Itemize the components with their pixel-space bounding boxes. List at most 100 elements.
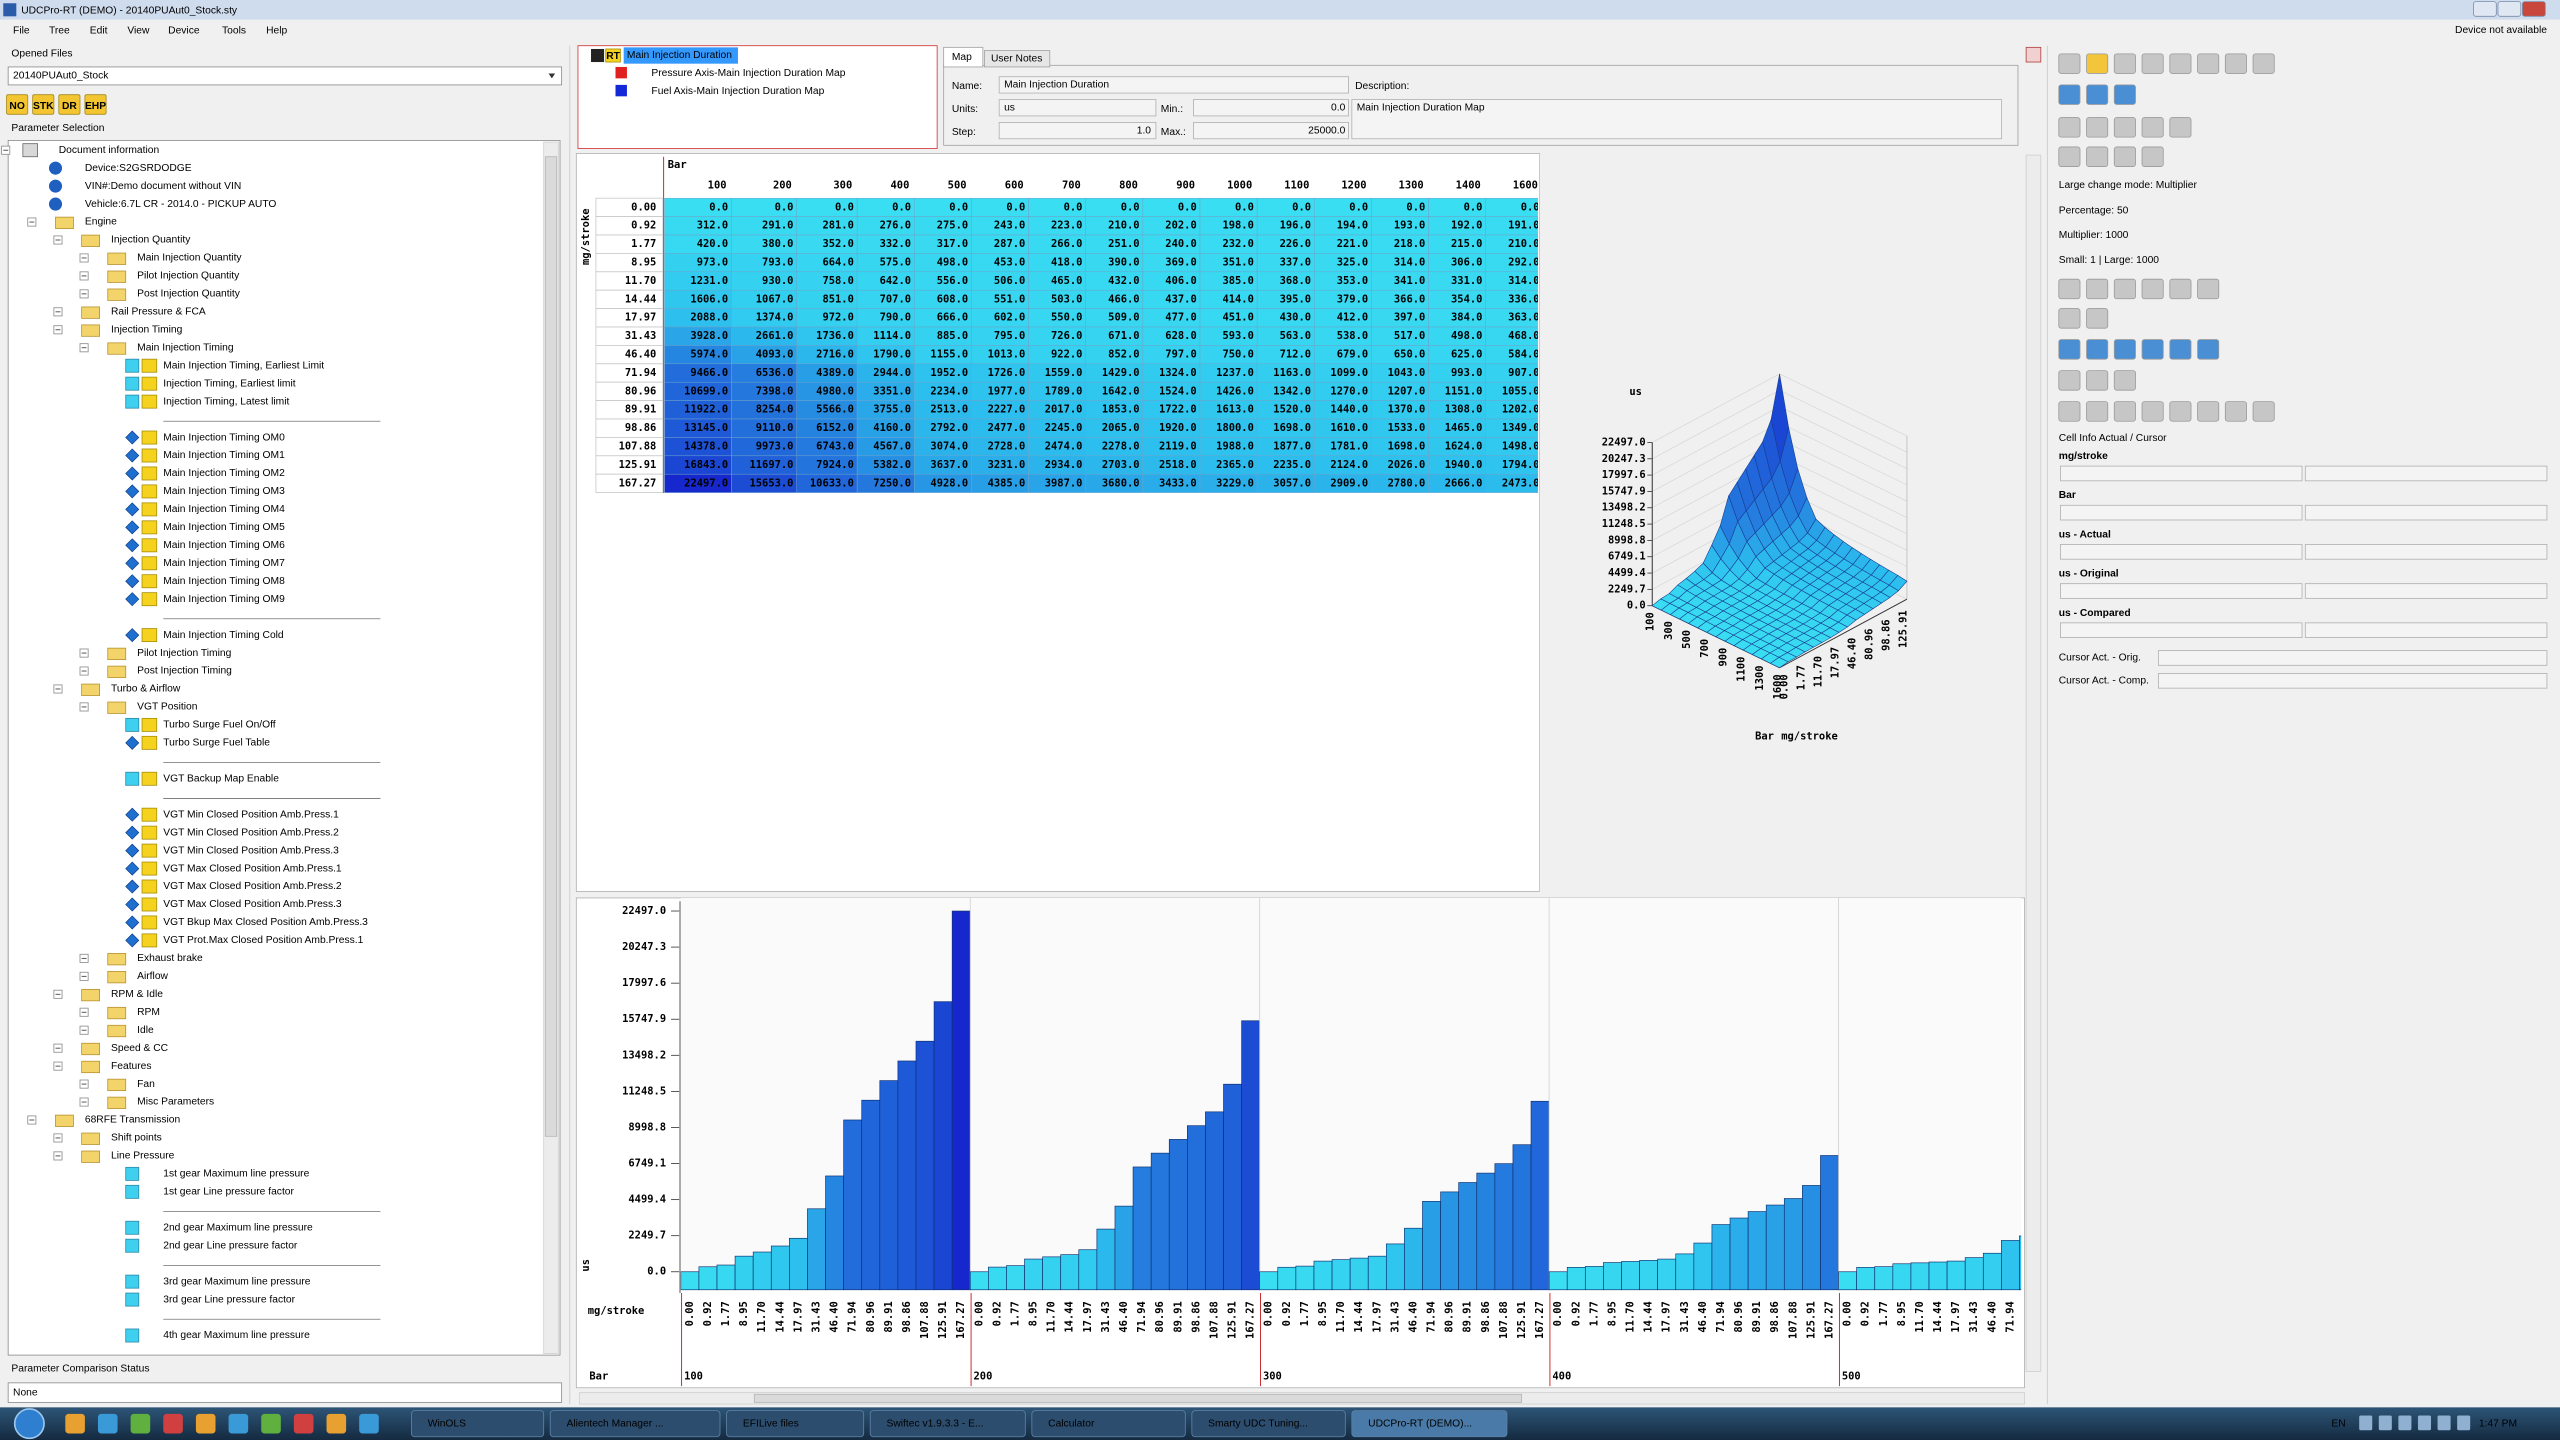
cell-value[interactable]: 0.0 bbox=[835, 201, 854, 213]
cell-value[interactable]: 1370.0 bbox=[1388, 404, 1426, 416]
cell-value[interactable]: 6536.0 bbox=[756, 367, 794, 379]
tree-item[interactable]: Turbo Surge Fuel On/Off bbox=[163, 720, 276, 731]
tree-item[interactable]: Document information bbox=[59, 145, 160, 156]
cell-value[interactable]: 503.0 bbox=[1051, 293, 1082, 305]
menu-item[interactable]: File bbox=[13, 26, 30, 37]
cell-value[interactable]: 2119.0 bbox=[1159, 441, 1197, 453]
cell-value[interactable]: 2944.0 bbox=[873, 367, 911, 379]
cell-value[interactable]: 251.0 bbox=[1108, 238, 1139, 250]
cell-value[interactable]: 2716.0 bbox=[816, 349, 854, 361]
tree-item[interactable]: Speed & CC bbox=[111, 1043, 169, 1054]
cell-value[interactable]: 0.0 bbox=[1178, 201, 1197, 213]
cell-value[interactable]: 930.0 bbox=[762, 275, 793, 287]
tab-label[interactable]: User Notes bbox=[991, 53, 1042, 64]
tree-item[interactable]: Main Injection Timing OM6 bbox=[163, 540, 285, 551]
tree-item[interactable]: Fan bbox=[137, 1079, 155, 1090]
cell-value[interactable]: 671.0 bbox=[1108, 330, 1139, 342]
cell-value[interactable]: 2473.0 bbox=[1502, 477, 1540, 489]
cell-value[interactable]: 291.0 bbox=[762, 220, 793, 232]
cell-value[interactable]: 332.0 bbox=[880, 238, 911, 250]
cell-value[interactable]: 3928.0 bbox=[690, 330, 728, 342]
tree-item[interactable]: 3rd gear Maximum line pressure bbox=[163, 1276, 310, 1287]
tree-item[interactable]: Injection Timing, Earliest limit bbox=[163, 378, 296, 389]
cell-value[interactable]: 758.0 bbox=[822, 275, 853, 287]
cell-value[interactable]: 354.0 bbox=[1451, 293, 1482, 305]
tree-item[interactable]: VIN#:Demo document without VIN bbox=[85, 181, 241, 192]
cell-value[interactable]: 1163.0 bbox=[1273, 367, 1311, 379]
tree-item[interactable]: Main Injection Timing, Earliest Limit bbox=[163, 360, 324, 371]
cell-value[interactable]: 3074.0 bbox=[930, 441, 968, 453]
cell-value[interactable]: 1781.0 bbox=[1330, 441, 1368, 453]
tree-item[interactable]: VGT Bkup Max Closed Position Amb.Press.3 bbox=[163, 917, 368, 928]
cell-value[interactable]: 556.0 bbox=[937, 275, 968, 287]
toolbar-button-label[interactable]: EHP bbox=[85, 101, 106, 112]
cell-value[interactable]: 465.0 bbox=[1051, 275, 1082, 287]
menu-item[interactable]: Help bbox=[266, 26, 287, 37]
cell-value[interactable]: 7250.0 bbox=[873, 477, 911, 489]
cell-value[interactable]: 1794.0 bbox=[1502, 459, 1540, 471]
tree-item[interactable]: VGT Prot.Max Closed Position Amb.Press.1 bbox=[163, 935, 363, 946]
tree-item[interactable]: 2nd gear Line pressure factor bbox=[163, 1240, 298, 1251]
cell-value[interactable]: 7924.0 bbox=[816, 459, 854, 471]
cell-value[interactable]: 477.0 bbox=[1165, 312, 1196, 324]
tree-item[interactable]: Engine bbox=[85, 217, 117, 228]
taskbar-item-label[interactable]: Smarty UDC Tuning... bbox=[1208, 1418, 1308, 1429]
cell-value[interactable]: 509.0 bbox=[1108, 312, 1139, 324]
cell-value[interactable]: 1559.0 bbox=[1045, 367, 1083, 379]
cell-value[interactable]: 498.0 bbox=[1451, 330, 1482, 342]
cell-value[interactable]: 1624.0 bbox=[1445, 441, 1483, 453]
taskbar-item-label[interactable]: EFILive files bbox=[743, 1418, 799, 1429]
tab-label[interactable]: Map bbox=[952, 52, 972, 63]
cell-value[interactable]: 7398.0 bbox=[756, 385, 794, 397]
cell-value[interactable]: 240.0 bbox=[1165, 238, 1196, 250]
cell-value[interactable]: 10633.0 bbox=[810, 477, 854, 489]
cell-value[interactable]: 306.0 bbox=[1451, 257, 1482, 269]
tree-item[interactable]: Main Injection Timing OM8 bbox=[163, 576, 285, 587]
cell-value[interactable]: 922.0 bbox=[1051, 349, 1082, 361]
cell-value[interactable]: 380.0 bbox=[762, 238, 793, 250]
cell-value[interactable]: 314.0 bbox=[1508, 275, 1539, 287]
cell-value[interactable]: 2792.0 bbox=[930, 422, 968, 434]
cell-value[interactable]: 196.0 bbox=[1280, 220, 1311, 232]
cell-value[interactable]: 0.0 bbox=[892, 201, 911, 213]
taskbar-item-label[interactable]: Alientech Manager ... bbox=[567, 1418, 664, 1429]
tree-item[interactable]: Device:S2GSRDODGE bbox=[85, 163, 192, 174]
cell-value[interactable]: 5974.0 bbox=[690, 349, 728, 361]
cell-value[interactable]: 0.0 bbox=[775, 201, 794, 213]
menu-item[interactable]: Tools bbox=[222, 26, 246, 37]
cell-value[interactable]: 14378.0 bbox=[684, 441, 728, 453]
tree-item[interactable]: Post Injection Timing bbox=[137, 666, 232, 677]
cell-value[interactable]: 226.0 bbox=[1280, 238, 1311, 250]
start-button[interactable] bbox=[13, 1408, 45, 1440]
cell-value[interactable]: 2245.0 bbox=[1045, 422, 1083, 434]
cell-value[interactable]: 907.0 bbox=[1508, 367, 1539, 379]
tree-item[interactable]: Injection Quantity bbox=[111, 235, 191, 246]
cell-value[interactable]: 593.0 bbox=[1222, 330, 1253, 342]
cell-value[interactable]: 750.0 bbox=[1222, 349, 1253, 361]
tree-item[interactable]: Injection Timing, Latest limit bbox=[163, 396, 289, 407]
cell-value[interactable]: 3433.0 bbox=[1159, 477, 1197, 489]
taskbar-item-label[interactable]: Swiftec v1.9.3.3 - E... bbox=[887, 1418, 984, 1429]
cell-value[interactable]: 198.0 bbox=[1222, 220, 1253, 232]
cell-value[interactable]: 2227.0 bbox=[988, 404, 1026, 416]
cell-value[interactable]: 1374.0 bbox=[756, 312, 794, 324]
cell-value[interactable]: 3351.0 bbox=[873, 385, 911, 397]
tree-item[interactable]: Pilot Injection Timing bbox=[137, 648, 231, 659]
cell-value[interactable]: 2234.0 bbox=[930, 385, 968, 397]
cell-value[interactable]: 1977.0 bbox=[988, 385, 1026, 397]
menu-item[interactable]: Tree bbox=[49, 26, 70, 37]
cell-value[interactable]: 430.0 bbox=[1280, 312, 1311, 324]
cell-value[interactable]: 1308.0 bbox=[1445, 404, 1483, 416]
legend-item[interactable]: Main Injection Duration bbox=[627, 50, 732, 61]
cell-value[interactable]: 4389.0 bbox=[816, 367, 854, 379]
tree-item[interactable]: 68RFE Transmission bbox=[85, 1115, 181, 1126]
taskbar-item-label[interactable]: WinOLS bbox=[428, 1418, 466, 1429]
tree-item[interactable]: VGT Min Closed Position Amb.Press.3 bbox=[163, 845, 339, 856]
cell-value[interactable]: 276.0 bbox=[880, 220, 911, 232]
cell-value[interactable]: 1013.0 bbox=[988, 349, 1026, 361]
cell-value[interactable]: 712.0 bbox=[1280, 349, 1311, 361]
cell-value[interactable]: 451.0 bbox=[1222, 312, 1253, 324]
cell-value[interactable]: 2124.0 bbox=[1330, 459, 1368, 471]
tree-item[interactable]: Main Injection Timing OM0 bbox=[163, 432, 285, 443]
cell-value[interactable]: 1426.0 bbox=[1216, 385, 1254, 397]
